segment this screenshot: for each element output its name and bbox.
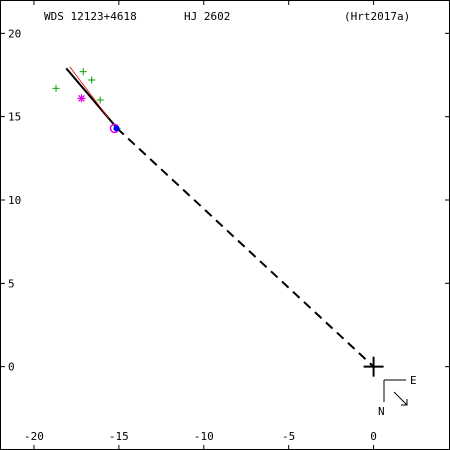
compass-motion-arrow — [393, 391, 408, 406]
header-wds-id: WDS 12123+4618 — [44, 10, 137, 23]
header-discoverer: HJ 2602 — [184, 10, 230, 23]
header-reference: (Hrt2017a) — [344, 10, 410, 23]
x-tick-label: 0 — [370, 430, 377, 443]
y-tick-label: 0 — [8, 361, 15, 374]
highlight-observation-point — [78, 94, 85, 102]
position-angle-line — [69, 66, 109, 119]
y-tick-label: 15 — [8, 111, 21, 124]
compass-north-label: N — [378, 405, 385, 418]
orbit-extension-dashed — [116, 127, 375, 368]
compass-arrowhead — [401, 399, 408, 406]
x-tick-label: -10 — [194, 430, 214, 443]
y-tick-label: 20 — [8, 27, 21, 40]
current-position-marker — [113, 125, 120, 132]
y-tick-label: 5 — [8, 277, 15, 290]
compass: E N — [378, 374, 417, 418]
series-layer — [52, 66, 384, 377]
x-tick-label: -15 — [109, 430, 129, 443]
compass-east-label: E — [410, 374, 417, 387]
y-tick-label: 10 — [8, 194, 21, 207]
x-tick-label: -20 — [24, 430, 44, 443]
x-tick-label: -5 — [282, 430, 295, 443]
